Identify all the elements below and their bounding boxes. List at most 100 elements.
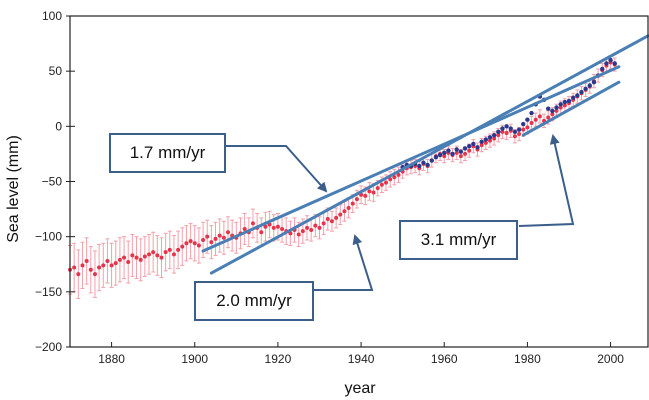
callout-3-1-mm-yr: 3.1 mm/yr — [399, 220, 518, 260]
tide-gauge-point — [454, 150, 459, 155]
x-tick-label: 1980 — [514, 352, 541, 366]
tide-gauge-point — [537, 114, 542, 119]
satellite-point — [500, 126, 505, 131]
tide-gauge-point — [109, 263, 114, 268]
tide-gauge-point — [263, 224, 268, 229]
trend-line-1 — [201, 65, 621, 253]
tide-gauge-point — [396, 172, 401, 177]
tide-gauge-point — [388, 177, 393, 182]
tide-gauge-point — [521, 127, 526, 132]
tide-gauge-point — [188, 239, 193, 244]
satellite-point — [516, 127, 522, 132]
tide-gauge-point — [192, 241, 197, 246]
tide-gauge-point — [458, 154, 463, 159]
y-tick-label: −150 — [35, 285, 62, 299]
satellite-point — [579, 89, 584, 95]
tide-gauge-point — [84, 258, 89, 263]
satellite-point — [525, 117, 530, 122]
callout-1-7-mm-yr: 1.7 mm/yr — [109, 133, 226, 173]
x-tick-label: 1900 — [181, 352, 208, 366]
satellite-point — [433, 155, 439, 160]
tide-gauge-point — [151, 250, 156, 255]
tide-gauge-point — [88, 267, 93, 272]
satellite-point — [566, 98, 572, 104]
y-tick-label: −100 — [35, 230, 62, 244]
tide-gauge-point — [354, 197, 359, 202]
tide-gauge-point — [363, 193, 368, 198]
y-tick-label: 50 — [49, 64, 63, 78]
x-tick-label: 1960 — [431, 352, 458, 366]
satellite-point — [479, 139, 484, 144]
tide-gauge-point — [525, 125, 530, 130]
satellite-point — [437, 152, 443, 158]
satellite-point — [583, 86, 588, 92]
satellite-point — [521, 121, 526, 127]
tide-gauge-point — [300, 229, 305, 234]
tide-gauge-point — [101, 263, 106, 268]
tide-gauge-point — [147, 252, 152, 257]
satellite-point — [454, 147, 459, 152]
tide-gauge-point — [492, 136, 497, 141]
x-tick-label: 2000 — [597, 352, 624, 366]
satellite-point — [508, 126, 513, 131]
tide-gauge-point — [487, 138, 492, 143]
tide-gauge-point — [325, 217, 330, 222]
tide-gauge-point — [546, 115, 551, 120]
tide-gauge-point — [317, 225, 322, 230]
tide-gauge-point — [155, 253, 160, 258]
tide-gauge-point — [122, 255, 127, 260]
tide-gauge-point — [442, 154, 447, 159]
trend-lines-layer — [201, 34, 649, 275]
tide-gauge-point — [558, 105, 563, 110]
callout-label: 1.7 mm/yr — [129, 143, 206, 162]
tide-gauge-point — [196, 243, 201, 248]
tide-gauge-point — [134, 255, 139, 260]
satellite-point — [475, 145, 480, 150]
tide-gauge-point — [113, 261, 118, 266]
tide-gauge-point — [338, 212, 343, 217]
tide-gauge-point — [504, 130, 509, 135]
satellite-point — [575, 93, 580, 98]
y-tick-label: −50 — [42, 175, 63, 189]
satellite-point — [612, 61, 617, 66]
tide-gauge-point — [217, 233, 222, 238]
tide-gauge-point — [329, 219, 334, 224]
satellite-point — [529, 110, 534, 116]
tide-gauge-point — [180, 244, 185, 249]
tide-gauge-point — [176, 247, 181, 252]
axes-layer: 1880 1900 1920 1940 1960 1980 2000 −200 −150 −100… — [35, 9, 649, 366]
tide-gauge-point — [97, 265, 102, 270]
satellite-point — [600, 66, 605, 72]
tide-gauge-point — [271, 225, 276, 230]
x-axis-title: year — [344, 380, 376, 397]
tide-gauge-point — [379, 182, 384, 187]
satellite-point — [450, 151, 455, 157]
tide-gauge-point — [167, 247, 172, 252]
satellite-point — [512, 129, 518, 135]
tide-gauge-point — [76, 272, 81, 277]
satellite-point — [558, 102, 563, 107]
satellite-point — [546, 106, 551, 111]
satellite-point — [466, 143, 472, 149]
tide-gauge-point — [517, 132, 522, 137]
y-tick-label: −200 — [35, 340, 62, 354]
satellite-point — [487, 135, 493, 140]
satellite-point — [429, 158, 434, 163]
tide-gauge-point — [350, 201, 355, 206]
tide-gauge-point — [533, 117, 538, 122]
callout-label: 3.1 mm/yr — [420, 230, 497, 249]
tide-gauge-point — [334, 215, 339, 220]
tide-gauge-point — [259, 230, 264, 235]
y-tick-label: 0 — [55, 119, 62, 133]
satellite-point — [550, 108, 555, 114]
tide-gauge-point — [305, 225, 310, 230]
tide-gauge-point — [159, 255, 164, 260]
satellite-point — [462, 146, 468, 151]
tide-gauge-point — [242, 226, 247, 231]
callout-arrows-layer — [226, 134, 575, 291]
tide-gauge-point — [142, 254, 147, 259]
tide-gauge-point — [226, 230, 231, 235]
tide-gauge-point — [130, 253, 135, 258]
tide-gauge-point — [562, 103, 567, 108]
